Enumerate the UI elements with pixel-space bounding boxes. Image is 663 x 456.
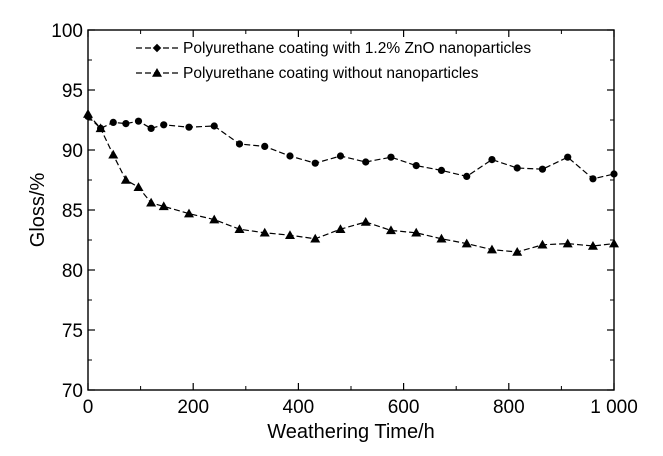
data-point (564, 153, 572, 161)
data-point (310, 233, 321, 243)
data-point (209, 214, 220, 224)
data-point (385, 225, 396, 235)
series-2 (83, 109, 619, 256)
y-tick-label: 90 (62, 141, 83, 162)
data-point (362, 158, 370, 166)
data-point (609, 238, 619, 248)
data-point (412, 162, 420, 170)
data-point (589, 175, 597, 183)
legend: Polyurethane coating with 1.2% ZnO nanop… (136, 40, 531, 82)
data-point (437, 166, 446, 174)
data-point (513, 164, 521, 172)
x-tick-label: 200 (177, 397, 209, 418)
data-point (120, 175, 131, 184)
data-point (133, 182, 144, 191)
data-point (259, 227, 270, 237)
data-point (538, 165, 547, 173)
data-point (463, 172, 471, 180)
data-point (360, 217, 371, 226)
data-point (83, 109, 93, 118)
x-tick-label: 400 (283, 397, 315, 418)
y-tick-label: 95 (62, 81, 83, 102)
y-tick-label: 85 (62, 201, 83, 222)
x-tick-label: 800 (493, 397, 525, 418)
data-point (335, 224, 346, 233)
data-point (411, 227, 422, 237)
data-point (488, 156, 496, 164)
y-tick-label: 80 (62, 261, 83, 282)
series-2-line (87, 113, 615, 253)
data-point (284, 230, 295, 239)
data-point (587, 241, 598, 250)
data-point (461, 238, 472, 248)
data-point (234, 224, 245, 233)
data-point (160, 121, 168, 129)
x-tick-label: 1 000 (590, 397, 638, 418)
x-tick-label: 0 (83, 397, 94, 418)
data-point (146, 197, 157, 207)
legend-entry-1: Polyurethane coating with 1.2% ZnO nanop… (136, 40, 531, 57)
data-point (185, 123, 193, 131)
legend-marker (152, 43, 162, 53)
data-point (486, 244, 497, 254)
data-point (109, 118, 117, 126)
data-point (562, 238, 573, 248)
x-tick-label: 600 (388, 397, 420, 418)
x-axis-title: Weathering Time/h (267, 421, 435, 443)
series-layer (83, 109, 619, 256)
series-1 (84, 112, 618, 183)
data-point (147, 124, 155, 132)
y-axis-title: Gloss/% (27, 173, 49, 248)
y-tick-label: 100 (51, 21, 83, 42)
data-point (134, 117, 143, 125)
data-point (210, 122, 218, 130)
data-point (158, 201, 169, 211)
legend-label: Polyurethane coating without nanoparticl… (183, 65, 479, 82)
y-axis-ticks: 70 75 80 85 90 95 100 (51, 21, 614, 402)
y-tick-label: 70 (62, 381, 83, 402)
data-point (95, 123, 106, 133)
data-point (610, 170, 618, 178)
data-point (387, 153, 395, 161)
data-point (235, 140, 244, 148)
data-point (261, 142, 269, 150)
y-tick-label: 75 (62, 321, 83, 342)
data-point (108, 149, 119, 159)
legend-marker (152, 68, 162, 77)
data-point (512, 247, 523, 256)
data-point (336, 152, 345, 160)
x-axis-ticks: 0 200 400 600 800 1 000 (83, 30, 638, 418)
data-point (183, 208, 194, 218)
data-point (436, 233, 447, 243)
legend-entry-2: Polyurethane coating without nanoparticl… (136, 65, 479, 82)
legend-label: Polyurethane coating with 1.2% ZnO nanop… (183, 40, 531, 57)
data-point (537, 239, 548, 249)
data-point (122, 120, 130, 128)
data-point (311, 159, 319, 167)
data-point (286, 152, 294, 160)
